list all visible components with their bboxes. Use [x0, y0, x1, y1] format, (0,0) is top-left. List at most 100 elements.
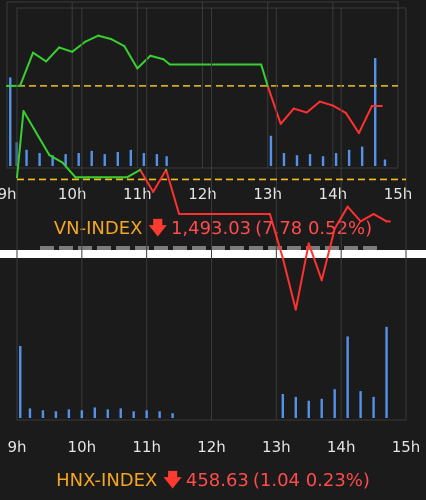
price-point — [380, 104, 383, 107]
price-point — [84, 40, 87, 43]
volume-bar — [158, 411, 161, 418]
price-line-segment — [123, 45, 139, 70]
x-tick-label: 12h — [188, 185, 217, 203]
price-line-segment — [152, 168, 168, 193]
price-point — [74, 176, 77, 179]
price-line-segment — [372, 213, 388, 223]
x-tick-label: 11h — [132, 438, 161, 456]
index-change: (1.04 0.23%) — [252, 470, 370, 491]
volume-bar — [103, 154, 106, 166]
price-line-segment — [110, 38, 126, 48]
volume-bar — [334, 153, 338, 166]
index-name: VN-INDEX — [53, 218, 143, 239]
price-point — [110, 38, 113, 41]
volume-bar — [269, 135, 273, 166]
price-point — [16, 176, 18, 179]
price-line-segment — [346, 205, 362, 223]
volume-bar — [64, 154, 67, 166]
price-point — [320, 279, 323, 282]
price-line-segment — [318, 100, 334, 107]
price-point — [19, 84, 22, 87]
x-tick-label: 12h — [197, 438, 226, 456]
volume-bar — [372, 396, 375, 418]
volume-bar — [385, 326, 388, 418]
volume-bar — [142, 153, 146, 166]
price-line-segment — [22, 110, 38, 135]
price-point — [281, 257, 284, 260]
price-line-segment — [279, 107, 295, 125]
volume-bar — [333, 389, 336, 418]
price-point — [87, 176, 90, 179]
vn-index-panel: 9h 10h 11h 12h 13h 14h 15h VN-INDEX 🡇 1,493.03 (7… — [0, 1, 413, 251]
volume-bar — [165, 156, 168, 166]
volume-bar — [38, 153, 41, 166]
price-line-segment — [149, 54, 165, 61]
price-point — [123, 45, 126, 48]
index-name: HNX-INDEX — [56, 470, 158, 491]
x-tick-label: 10h — [58, 185, 87, 203]
price-point — [372, 213, 375, 215]
volume-bar — [360, 146, 364, 166]
price-point — [344, 111, 347, 114]
truncated-info-line — [40, 243, 380, 251]
price-point — [294, 308, 297, 311]
x-tick-label: 15h — [384, 185, 413, 203]
price-point — [357, 132, 360, 135]
price-line-segment — [281, 257, 297, 311]
volume-bar — [54, 411, 58, 418]
volume-bar — [9, 77, 12, 166]
x-tick-label: 13h — [253, 185, 282, 203]
price-point — [97, 34, 100, 37]
price-point — [6, 84, 8, 87]
volume-bar — [28, 408, 32, 418]
hnx-index-caption: HNX-INDEX 🡇 458.63 (1.04 0.23%) — [0, 468, 426, 498]
price-point — [152, 190, 155, 193]
price-point — [149, 54, 152, 57]
volume-bar — [281, 394, 285, 418]
arrow-down-icon: 🡇 — [163, 470, 182, 491]
price-point — [201, 63, 204, 66]
price-point — [178, 213, 181, 215]
price-line-segment — [16, 110, 25, 179]
price-point — [139, 168, 142, 171]
x-tick-label: 10h — [68, 438, 97, 456]
price-line-segment — [275, 235, 284, 260]
index-value: 458.63 — [185, 470, 249, 491]
price-point — [260, 63, 263, 66]
volume-bar — [295, 155, 299, 166]
volume-bar — [294, 396, 297, 418]
volume-bar — [320, 398, 323, 418]
price-line-segment — [320, 227, 336, 282]
volume-bar — [307, 400, 310, 418]
price-line-segment — [48, 154, 64, 164]
panel-separator — [0, 250, 426, 258]
volume-bar — [51, 155, 54, 166]
price-line-segment — [35, 132, 51, 157]
price-line-segment — [97, 34, 113, 41]
price-line-segment — [45, 46, 61, 63]
price-point — [168, 63, 171, 66]
price-point — [370, 104, 373, 107]
price-point — [346, 205, 349, 208]
price-point — [210, 213, 213, 215]
volume-bar — [116, 151, 119, 166]
price-point — [113, 176, 116, 179]
price-line-segment — [268, 213, 278, 238]
price-line-segment — [266, 84, 282, 125]
price-point — [385, 220, 388, 223]
price-point — [266, 84, 269, 87]
volume-bar — [41, 410, 45, 418]
price-point — [100, 176, 103, 179]
price-line-segment — [305, 100, 321, 114]
vn-index-chart: 9h 10h 11h 12h 13h 14h 15h — [0, 1, 413, 203]
volume-bar — [171, 413, 174, 418]
price-point — [61, 161, 64, 164]
price-line-segment — [162, 58, 171, 66]
price-line-segment — [19, 51, 35, 87]
price-line-segment — [294, 242, 310, 311]
volume-bar — [359, 391, 362, 418]
price-line-segment — [58, 46, 74, 53]
index-change: (7.78 0.52%) — [255, 218, 373, 239]
x-tick-label: 14h — [327, 438, 356, 456]
price-point — [388, 220, 391, 223]
